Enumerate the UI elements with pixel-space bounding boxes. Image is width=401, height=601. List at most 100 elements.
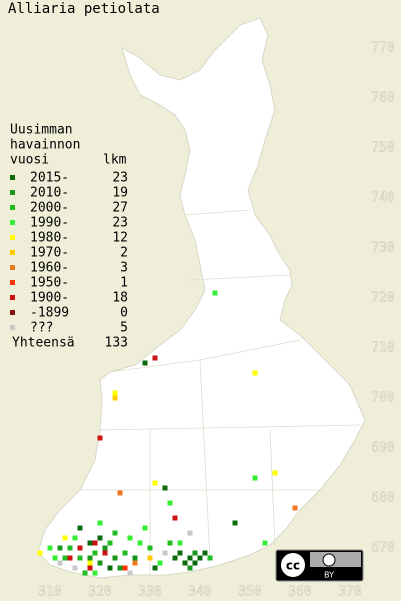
legend-swatch	[10, 220, 15, 225]
cc-icon: cc	[286, 559, 300, 573]
region-borders	[80, 209, 361, 575]
x-tick-label: 330	[138, 585, 161, 600]
y-tick-label: 770	[371, 41, 394, 56]
observation	[172, 555, 178, 561]
legend-swatch	[10, 190, 15, 195]
observation	[177, 540, 183, 546]
observation	[187, 565, 193, 571]
legend-swatch	[10, 265, 15, 270]
observation	[92, 570, 98, 576]
x-tick-label: 360	[288, 585, 311, 600]
legend-heading: havainnon	[10, 138, 80, 153]
observation	[132, 555, 138, 561]
observation	[162, 485, 168, 491]
legend-count: 0	[120, 306, 128, 321]
observation	[187, 530, 193, 536]
legend-count: 23	[112, 216, 128, 231]
observation	[152, 480, 158, 486]
y-tick-label: 740	[371, 191, 394, 206]
by-icon	[322, 553, 336, 567]
observation	[182, 560, 188, 566]
observation	[117, 565, 123, 571]
observation	[102, 545, 108, 551]
legend-label: 1950-	[30, 276, 69, 291]
observation	[97, 520, 103, 526]
observation	[72, 535, 78, 541]
observation	[187, 555, 193, 561]
observation	[112, 530, 118, 536]
observation	[232, 520, 238, 526]
title: Alliaria petiolata	[8, 1, 160, 17]
y-tick-label: 760	[371, 91, 394, 106]
observation	[77, 525, 83, 531]
x-tick-label: 320	[88, 585, 111, 600]
y-tick-label: 710	[371, 341, 394, 356]
observation	[67, 555, 73, 561]
legend-count: 3	[120, 261, 128, 276]
legend-swatch	[10, 295, 15, 300]
observation	[67, 545, 73, 551]
observation	[177, 550, 183, 556]
legend-count: 1	[120, 276, 128, 291]
observation	[252, 370, 258, 376]
observation	[272, 470, 278, 476]
legend-swatch	[10, 175, 15, 180]
legend-label: 1990-	[30, 216, 69, 231]
legend-count: 5	[120, 321, 128, 336]
by-label: BY	[324, 571, 334, 580]
observation	[57, 545, 63, 551]
legend-count-heading: lkm	[103, 153, 127, 168]
observation	[112, 555, 118, 561]
y-tick-label: 690	[371, 441, 394, 456]
finland-outline	[37, 17, 366, 579]
observation	[72, 565, 78, 571]
observation	[117, 490, 123, 496]
observation	[107, 540, 113, 546]
legend-label: 1980-	[30, 231, 69, 246]
observation	[62, 555, 68, 561]
legend-count: 19	[112, 186, 128, 201]
observation	[82, 570, 88, 576]
observation	[192, 560, 198, 566]
y-tick-label: 700	[371, 391, 394, 406]
observation	[142, 525, 148, 531]
total-label: Yhteensä	[12, 336, 75, 351]
observation	[147, 545, 153, 551]
y-tick-label: 720	[371, 291, 394, 306]
x-tick-label: 350	[238, 585, 261, 600]
observation	[152, 565, 158, 571]
legend-count: 2	[120, 246, 128, 261]
observation	[112, 390, 118, 396]
y-tick-label: 730	[371, 241, 394, 256]
observation	[207, 555, 213, 561]
legend-label: ???	[30, 321, 53, 336]
legend-heading: vuosi	[10, 153, 49, 168]
legend-label: 1970-	[30, 246, 69, 261]
observation	[132, 560, 138, 566]
badge-band	[310, 552, 361, 567]
legend-label: 2010-	[30, 186, 69, 201]
legend-count: 18	[112, 291, 128, 306]
observation	[102, 550, 108, 556]
observation	[127, 535, 133, 541]
observation	[192, 550, 198, 556]
observation	[87, 565, 93, 571]
legend-label: -1899	[30, 306, 69, 321]
observation	[97, 535, 103, 541]
observation	[262, 540, 268, 546]
observation	[97, 435, 103, 441]
legend-swatch	[10, 250, 15, 255]
observation	[142, 360, 148, 366]
observation	[62, 535, 68, 541]
observation	[122, 565, 128, 571]
observation	[92, 540, 98, 546]
legend-label: 2015-	[30, 171, 69, 186]
legend-count: 23	[112, 171, 128, 186]
legend-label: 1960-	[30, 261, 69, 276]
observation	[137, 540, 143, 546]
observation	[157, 560, 163, 566]
observation	[197, 555, 203, 561]
